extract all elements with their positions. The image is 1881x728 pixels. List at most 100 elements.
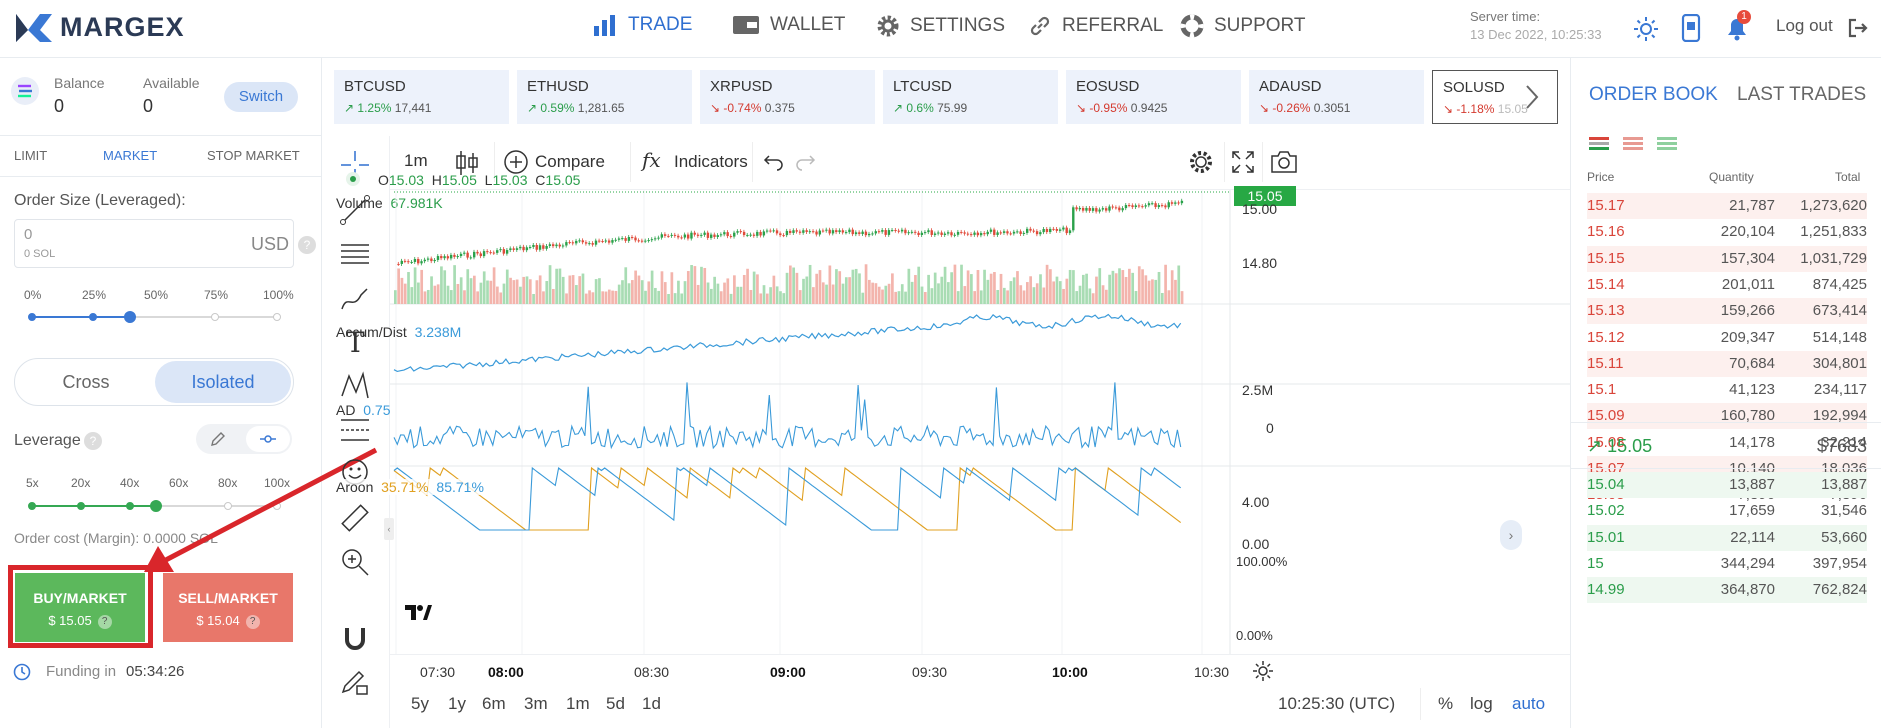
chart-canvas[interactable]: [322, 136, 1570, 728]
candles-icon[interactable]: [454, 149, 480, 177]
lock-drawing-icon[interactable]: [339, 666, 371, 698]
ticker-ltcusd[interactable]: LTCUSD ↗ 0.6% 75.99: [883, 70, 1058, 124]
size-slider-stop[interactable]: [28, 313, 36, 321]
book-row-ask[interactable]: 15.14 201,011 874,425: [1587, 272, 1867, 298]
book-row-ask[interactable]: 15.17 21,787 1,273,620: [1587, 193, 1867, 219]
switch-button[interactable]: Switch: [224, 82, 298, 112]
lev-mark-5x[interactable]: 5x: [26, 476, 39, 490]
magnet-icon[interactable]: [339, 622, 371, 654]
sell-market-button[interactable]: SELL/MARKET $ 15.04?: [163, 573, 293, 642]
logout-link[interactable]: Log out: [1776, 16, 1833, 35]
book-row-bid[interactable]: 15.02 17,659 31,546: [1587, 498, 1867, 524]
plus-circle-icon[interactable]: [503, 149, 529, 175]
tf-5d[interactable]: 5d: [606, 694, 625, 713]
size-slider-stop[interactable]: [211, 313, 219, 321]
book-row-ask[interactable]: 15.09 160,780 192,994: [1587, 403, 1867, 430]
redo-icon[interactable]: [794, 152, 816, 172]
expand-book-button[interactable]: ›: [1500, 520, 1522, 550]
tab-last-trades[interactable]: LAST TRADES: [1737, 84, 1867, 105]
tf-6m[interactable]: 6m: [482, 694, 506, 713]
scale-log[interactable]: log: [1470, 694, 1493, 713]
book-row-ask[interactable]: 15.12 209,347 514,148: [1587, 325, 1867, 351]
book-row-bid[interactable]: 14.99 364,870 762,824: [1587, 577, 1867, 604]
chevron-right-icon[interactable]: [1524, 84, 1540, 110]
scale-percent[interactable]: %: [1438, 694, 1454, 713]
lev-slider-stop[interactable]: [77, 502, 85, 510]
tf-1m[interactable]: 1m: [566, 694, 590, 713]
buy-market-button[interactable]: BUY/MARKET $ 15.05?: [15, 573, 145, 642]
logout-icon[interactable]: [1846, 16, 1870, 40]
nav-support[interactable]: SUPPORT: [1180, 14, 1306, 38]
tab-order-book[interactable]: ORDER BOOK: [1589, 84, 1718, 105]
book-row-ask[interactable]: 15.11 70,684 304,801: [1587, 350, 1867, 377]
sell-help-icon[interactable]: ?: [245, 614, 260, 629]
fullscreen-icon[interactable]: [1230, 149, 1256, 175]
lev-mark-60x[interactable]: 60x: [169, 476, 189, 490]
book-row-ask[interactable]: 15.13 159,266 673,414: [1587, 298, 1867, 325]
pencil-icon[interactable]: [210, 431, 226, 447]
size-pct-0[interactable]: 0%: [24, 288, 42, 302]
slider-mode-button[interactable]: [246, 426, 290, 452]
measure-lines-icon[interactable]: [339, 414, 371, 446]
nav-settings[interactable]: SETTINGS: [876, 14, 1005, 38]
utc-clock[interactable]: 10:25:30 (UTC): [1278, 694, 1396, 713]
fx-icon[interactable]: fx: [642, 148, 661, 172]
nav-referral[interactable]: REFERRAL: [1028, 14, 1163, 38]
mobile-icon[interactable]: [1680, 14, 1702, 42]
lev-slider-stop[interactable]: [224, 502, 232, 510]
interval-button[interactable]: 1m: [404, 151, 428, 170]
buy-help-icon[interactable]: ?: [97, 614, 112, 629]
indicators-button[interactable]: Indicators: [674, 152, 748, 171]
ticker-ethusd[interactable]: ETHUSD ↗ 0.59% 1,281.65: [517, 70, 692, 124]
tf-1y[interactable]: 1y: [448, 694, 466, 713]
axis-settings-icon[interactable]: [1252, 660, 1274, 682]
lev-mark-100x[interactable]: 100x: [264, 476, 291, 490]
visibility-dot-icon[interactable]: [346, 172, 360, 186]
size-pct-100[interactable]: 100%: [263, 288, 294, 302]
tab-market[interactable]: MARKET: [103, 148, 158, 163]
fib-lines-icon[interactable]: [339, 239, 371, 271]
leverage-help-icon[interactable]: ?: [84, 432, 102, 450]
order-size-input[interactable]: 0 0 SOL USD: [14, 219, 294, 268]
book-view-both-icon[interactable]: [1589, 136, 1609, 150]
scale-auto[interactable]: auto: [1512, 694, 1546, 713]
size-slider-track[interactable]: [32, 316, 277, 318]
ticker-xrpusd[interactable]: XRPUSD ↘ -0.74% 0.375: [700, 70, 875, 124]
book-row-bid[interactable]: 15 344,294 397,954: [1587, 551, 1867, 577]
size-pct-50[interactable]: 50%: [144, 288, 169, 302]
compare-button[interactable]: Compare: [535, 152, 605, 171]
size-slider-stop[interactable]: [89, 313, 97, 321]
book-row-ask[interactable]: 15.15 157,304 1,031,729: [1587, 245, 1867, 272]
ticker-eosusd[interactable]: EOSUSD ↘ -0.95% 0.9425: [1066, 70, 1241, 124]
text-tool-icon[interactable]: T: [346, 326, 365, 359]
margin-cross[interactable]: Cross: [62, 372, 110, 392]
camera-icon[interactable]: [1270, 149, 1298, 175]
sun-icon[interactable]: [1633, 16, 1659, 42]
collapse-toolbar-button[interactable]: ‹: [384, 518, 394, 540]
leverage-slider-thumb[interactable]: [150, 500, 162, 512]
help-icon[interactable]: ?: [298, 236, 316, 254]
book-row-bid[interactable]: 15.01 22,114 53,660: [1587, 524, 1867, 551]
chart-settings-icon[interactable]: [1188, 149, 1214, 175]
size-slider-thumb[interactable]: [124, 311, 136, 323]
pattern-icon[interactable]: [339, 370, 371, 402]
zoom-in-icon[interactable]: [339, 546, 371, 578]
tab-limit[interactable]: LIMIT: [14, 148, 48, 163]
lev-mark-40x[interactable]: 40x: [120, 476, 140, 490]
tf-5y[interactable]: 5y: [411, 694, 429, 713]
book-row-ask[interactable]: 15.1 41,123 234,117: [1587, 377, 1867, 403]
book-view-asks-icon[interactable]: [1623, 136, 1643, 150]
tf-3m[interactable]: 3m: [524, 694, 548, 713]
ticker-btcusd[interactable]: BTCUSD ↗ 1.25% 17,441: [334, 70, 509, 124]
size-pct-75[interactable]: 75%: [204, 288, 229, 302]
nav-wallet[interactable]: WALLET: [732, 14, 845, 36]
lev-slider-stop[interactable]: [28, 502, 36, 510]
tf-1d[interactable]: 1d: [642, 694, 661, 713]
trend-line-icon[interactable]: [339, 194, 371, 226]
nav-trade[interactable]: TRADE: [592, 14, 692, 36]
lev-mark-80x[interactable]: 80x: [218, 476, 238, 490]
brush-icon[interactable]: [339, 283, 371, 315]
ticker-adausd[interactable]: ADAUSD ↘ -0.26% 0.3051: [1249, 70, 1424, 124]
size-slider-stop[interactable]: [273, 313, 281, 321]
size-pct-25[interactable]: 25%: [82, 288, 107, 302]
